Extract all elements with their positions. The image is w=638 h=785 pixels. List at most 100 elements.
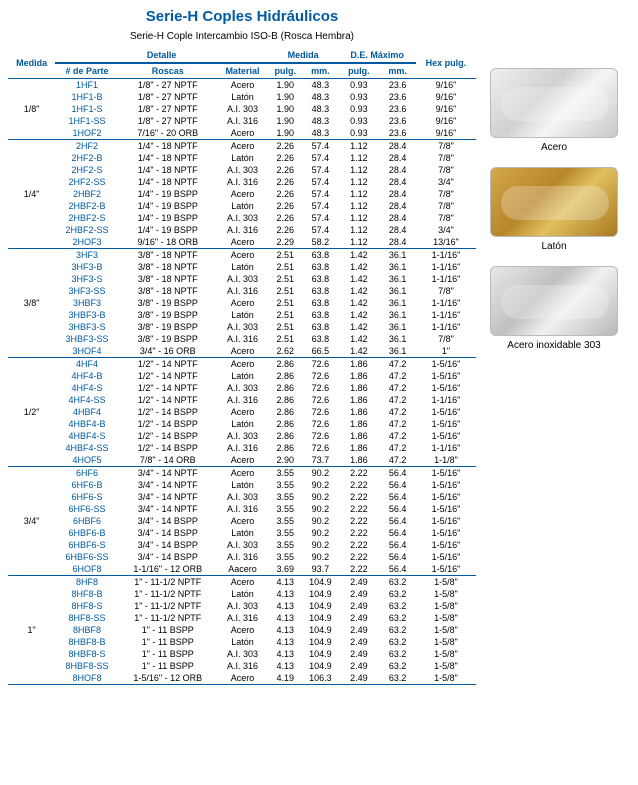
part-link[interactable]: 6HF6 [55,467,118,480]
part-number-link[interactable]: 4HF4 [76,359,98,369]
part-link[interactable]: 2HF2-S [55,164,118,176]
part-link[interactable]: 2HBF2-S [55,212,118,224]
part-link[interactable]: 4HBF4-S [55,430,118,442]
part-number-link[interactable]: 2HBF2-SS [65,225,108,235]
part-link[interactable]: 3HF3-SS [55,285,118,297]
part-number-link[interactable]: 6HF6-SS [68,504,105,514]
part-number-link[interactable]: 1HF1-SS [68,116,105,126]
part-link[interactable]: 3HOF4 [55,345,118,358]
part-link[interactable]: 4HBF4 [55,406,118,418]
part-link[interactable]: 8HF8 [55,576,118,589]
part-link[interactable]: 2HBF2 [55,188,118,200]
part-link[interactable]: 8HF8-SS [55,612,118,624]
part-number-link[interactable]: 2HF2-S [71,165,102,175]
part-number-link[interactable]: 2HBF2 [73,189,101,199]
part-link[interactable]: 4HOF5 [55,454,118,467]
part-number-link[interactable]: 6HBF6 [73,516,101,526]
part-link[interactable]: 2HF2-B [55,152,118,164]
part-link[interactable]: 1HF1 [55,79,118,92]
part-link[interactable]: 3HF3-B [55,261,118,273]
part-link[interactable]: 6HBF6-B [55,527,118,539]
part-number-link[interactable]: 8HBF8-B [68,637,105,647]
part-number-link[interactable]: 1HOF2 [72,128,101,138]
part-link[interactable]: 3HBF3-SS [55,333,118,345]
part-number-link[interactable]: 2HBF2-S [68,213,105,223]
part-link[interactable]: 8HBF8-SS [55,660,118,672]
part-number-link[interactable]: 6HBF6-B [68,528,105,538]
part-link[interactable]: 2HOF3 [55,236,118,249]
part-link[interactable]: 8HF8-B [55,588,118,600]
part-link[interactable]: 6HOF8 [55,563,118,576]
part-link[interactable]: 3HF3-S [55,273,118,285]
part-link[interactable]: 6HBF6-S [55,539,118,551]
part-number-link[interactable]: 8HBF8-SS [65,661,108,671]
part-link[interactable]: 1HF1-B [55,91,118,103]
part-link[interactable]: 6HF6-B [55,479,118,491]
part-number-link[interactable]: 4HOF5 [72,455,101,465]
part-link[interactable]: 4HF4-B [55,370,118,382]
part-number-link[interactable]: 8HBF8 [73,625,101,635]
part-link[interactable]: 4HBF4-B [55,418,118,430]
part-number-link[interactable]: 1HF1-S [71,104,102,114]
part-number-link[interactable]: 6HBF6-SS [65,552,108,562]
part-link[interactable]: 3HF3 [55,249,118,262]
part-link[interactable]: 4HF4-SS [55,394,118,406]
part-number-link[interactable]: 3HF3 [76,250,98,260]
part-link[interactable]: 1HF1-SS [55,115,118,127]
part-link[interactable]: 8HBF8 [55,624,118,636]
part-link[interactable]: 6HF6-SS [55,503,118,515]
part-number-link[interactable]: 4HF4-S [71,383,102,393]
part-number-link[interactable]: 3HBF3-B [68,310,105,320]
part-number-link[interactable]: 6HOF8 [72,564,101,574]
part-link[interactable]: 4HF4-S [55,382,118,394]
part-number-link[interactable]: 8HF8 [76,577,98,587]
part-link[interactable]: 4HBF4-SS [55,442,118,454]
part-link[interactable]: 8HOF8 [55,672,118,685]
part-number-link[interactable]: 4HF4-SS [68,395,105,405]
part-number-link[interactable]: 3HBF3 [73,298,101,308]
part-number-link[interactable]: 3HF3-B [71,262,102,272]
part-number-link[interactable]: 2HF2-SS [68,177,105,187]
part-link[interactable]: 2HBF2-B [55,200,118,212]
part-number-link[interactable]: 3HBF3-S [68,322,105,332]
part-number-link[interactable]: 2HOF3 [72,237,101,247]
part-link[interactable]: 6HBF6-SS [55,551,118,563]
part-number-link[interactable]: 1HF1-B [71,92,102,102]
part-number-link[interactable]: 4HBF4-SS [65,443,108,453]
part-number-link[interactable]: 3HOF4 [72,346,101,356]
part-link[interactable]: 2HF2-SS [55,176,118,188]
part-number-link[interactable]: 8HF8-S [71,601,102,611]
part-link[interactable]: 2HBF2-SS [55,224,118,236]
part-number-link[interactable]: 8HF8-SS [68,613,105,623]
part-link[interactable]: 1HOF2 [55,127,118,140]
part-number-link[interactable]: 1HF1 [76,80,98,90]
part-link[interactable]: 6HF6-S [55,491,118,503]
part-number-link[interactable]: 8HF8-B [71,589,102,599]
part-number-link[interactable]: 2HF2-B [71,153,102,163]
part-number-link[interactable]: 4HF4-B [71,371,102,381]
part-number-link[interactable]: 6HF6-B [71,480,102,490]
part-number-link[interactable]: 3HF3-S [71,274,102,284]
part-number-link[interactable]: 2HF2 [76,141,98,151]
part-link[interactable]: 8HBF8-B [55,636,118,648]
part-link[interactable]: 1HF1-S [55,103,118,115]
part-number-link[interactable]: 2HBF2-B [68,201,105,211]
part-number-link[interactable]: 4HBF4 [73,407,101,417]
part-number-link[interactable]: 8HBF8-S [68,649,105,659]
part-link[interactable]: 3HBF3 [55,297,118,309]
part-link[interactable]: 6HBF6 [55,515,118,527]
part-number-link[interactable]: 6HBF6-S [68,540,105,550]
part-number-link[interactable]: 8HOF8 [72,673,101,683]
part-number-link[interactable]: 3HBF3-SS [65,334,108,344]
part-link[interactable]: 3HBF3-B [55,309,118,321]
part-number-link[interactable]: 4HBF4-S [68,431,105,441]
part-number-link[interactable]: 6HF6-S [71,492,102,502]
part-link[interactable]: 8HBF8-S [55,648,118,660]
part-number-link[interactable]: 4HBF4-B [68,419,105,429]
part-link[interactable]: 2HF2 [55,140,118,153]
part-number-link[interactable]: 6HF6 [76,468,98,478]
part-link[interactable]: 3HBF3-S [55,321,118,333]
part-link[interactable]: 8HF8-S [55,600,118,612]
part-number-link[interactable]: 3HF3-SS [68,286,105,296]
part-link[interactable]: 4HF4 [55,358,118,371]
